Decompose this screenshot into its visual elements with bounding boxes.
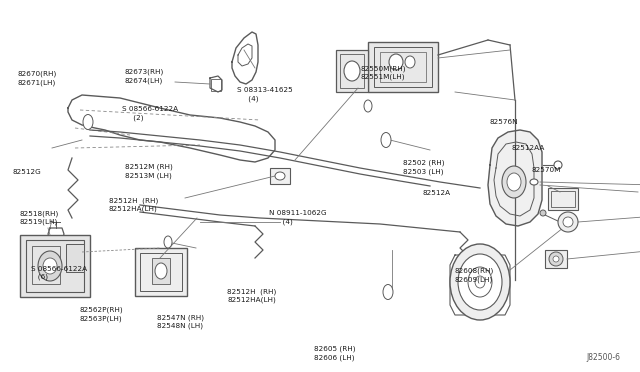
Text: J82500-6: J82500-6: [586, 353, 620, 362]
Bar: [380, 52, 426, 82]
Bar: [340, 54, 364, 88]
Ellipse shape: [83, 115, 93, 129]
Text: 82512M (RH)
82513M (LH): 82512M (RH) 82513M (LH): [125, 164, 173, 179]
Ellipse shape: [450, 244, 510, 320]
Text: S 08313-41625
     (4): S 08313-41625 (4): [237, 87, 292, 102]
Text: N 08911-1062G
      (4): N 08911-1062G (4): [269, 210, 326, 225]
Bar: [20, 235, 90, 297]
Text: 82518(RH)
82519(LH): 82518(RH) 82519(LH): [19, 210, 58, 225]
Text: 82570M: 82570M: [531, 167, 561, 173]
Text: 82512A: 82512A: [422, 190, 451, 196]
Ellipse shape: [502, 166, 526, 198]
Text: 82512G: 82512G: [13, 169, 42, 175]
Text: S 08566-6122A
   (6): S 08566-6122A (6): [31, 266, 87, 280]
Ellipse shape: [344, 61, 360, 81]
Ellipse shape: [383, 285, 393, 299]
Ellipse shape: [381, 132, 391, 148]
Text: 82670(RH)
82671(LH): 82670(RH) 82671(LH): [18, 71, 57, 86]
Bar: [140, 253, 182, 291]
Bar: [336, 50, 368, 92]
Bar: [152, 258, 170, 284]
Bar: [548, 188, 578, 210]
Ellipse shape: [558, 212, 578, 232]
Ellipse shape: [164, 236, 172, 248]
Text: S 08566-6122A
     (2): S 08566-6122A (2): [122, 106, 178, 121]
Text: 82547N (RH)
82548N (LH): 82547N (RH) 82548N (LH): [157, 314, 204, 329]
Ellipse shape: [364, 100, 372, 112]
Bar: [368, 42, 438, 92]
Text: 82512H  (RH)
82512HA(LH): 82512H (RH) 82512HA(LH): [109, 197, 158, 212]
Text: 82608(RH)
82609(LH): 82608(RH) 82609(LH): [454, 268, 493, 283]
Ellipse shape: [43, 258, 57, 274]
Bar: [551, 191, 575, 207]
Text: 82605 (RH)
82606 (LH): 82605 (RH) 82606 (LH): [314, 346, 355, 361]
Text: 82512H  (RH)
82512HA(LH): 82512H (RH) 82512HA(LH): [227, 288, 276, 303]
Ellipse shape: [553, 256, 559, 262]
Ellipse shape: [563, 217, 573, 227]
Bar: [374, 47, 432, 87]
Ellipse shape: [554, 161, 562, 169]
Bar: [32, 246, 60, 284]
Text: 82512AA: 82512AA: [512, 145, 545, 151]
Ellipse shape: [549, 252, 563, 266]
Bar: [270, 168, 290, 184]
Bar: [66, 244, 84, 272]
Text: 82673(RH)
82674(LH): 82673(RH) 82674(LH): [125, 69, 164, 84]
Ellipse shape: [155, 263, 167, 279]
Ellipse shape: [468, 267, 492, 297]
Bar: [211, 79, 221, 91]
Bar: [545, 250, 567, 268]
Ellipse shape: [405, 56, 415, 68]
Ellipse shape: [458, 254, 502, 310]
Ellipse shape: [540, 210, 546, 216]
Text: 82576N: 82576N: [490, 119, 518, 125]
Bar: [135, 248, 187, 296]
Ellipse shape: [507, 173, 521, 191]
Text: 82562P(RH)
82563P(LH): 82562P(RH) 82563P(LH): [80, 307, 124, 322]
Ellipse shape: [389, 54, 403, 70]
Bar: [26, 240, 84, 292]
Text: 82502 (RH)
82503 (LH): 82502 (RH) 82503 (LH): [403, 160, 445, 175]
Ellipse shape: [275, 172, 285, 180]
Ellipse shape: [38, 251, 62, 281]
Ellipse shape: [475, 276, 485, 288]
Ellipse shape: [530, 179, 538, 185]
Polygon shape: [488, 130, 542, 226]
Text: 82550M(RH)
82551M(LH): 82550M(RH) 82551M(LH): [360, 65, 406, 80]
